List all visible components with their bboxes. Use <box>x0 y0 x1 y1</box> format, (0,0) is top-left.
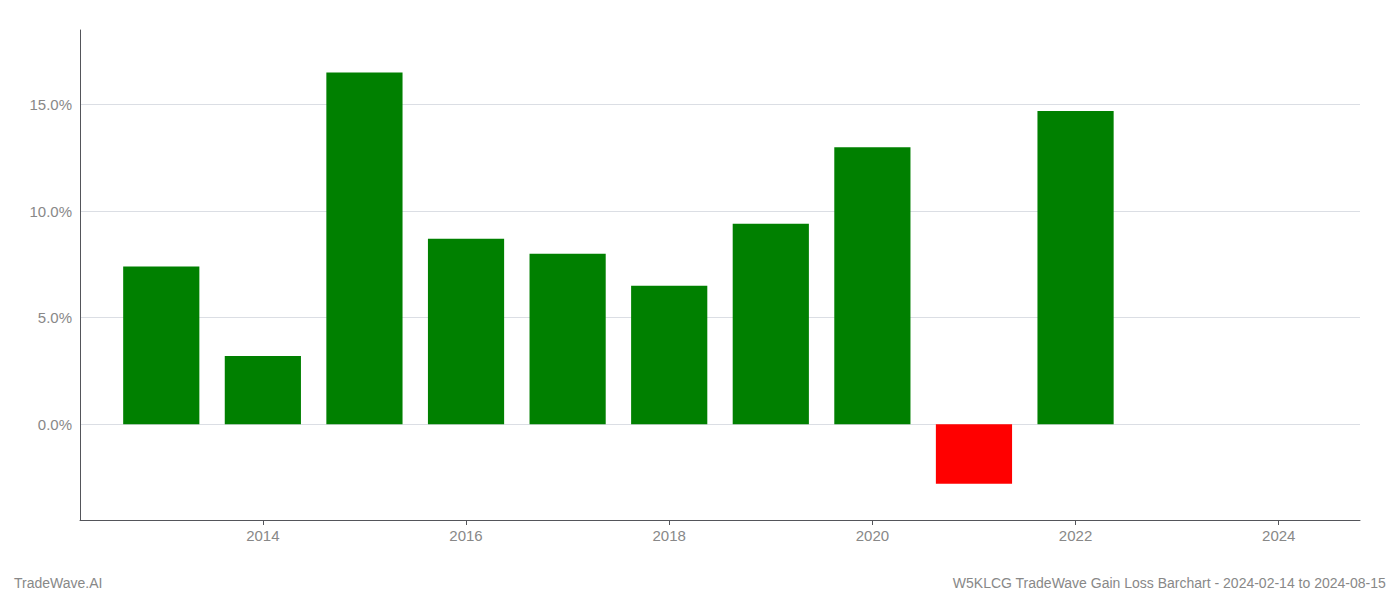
svg-text:10.0%: 10.0% <box>29 203 72 220</box>
svg-text:2020: 2020 <box>856 527 889 544</box>
svg-text:2022: 2022 <box>1059 527 1092 544</box>
svg-text:2018: 2018 <box>653 527 686 544</box>
svg-text:TradeWave.AI: TradeWave.AI <box>14 575 102 591</box>
svg-text:2024: 2024 <box>1262 527 1295 544</box>
svg-text:2016: 2016 <box>449 527 482 544</box>
svg-text:2014: 2014 <box>246 527 279 544</box>
svg-text:0.0%: 0.0% <box>38 416 72 433</box>
svg-text:5.0%: 5.0% <box>38 309 72 326</box>
svg-text:W5KLCG TradeWave Gain Loss Bar: W5KLCG TradeWave Gain Loss Barchart - 20… <box>953 575 1386 591</box>
svg-text:15.0%: 15.0% <box>29 96 72 113</box>
